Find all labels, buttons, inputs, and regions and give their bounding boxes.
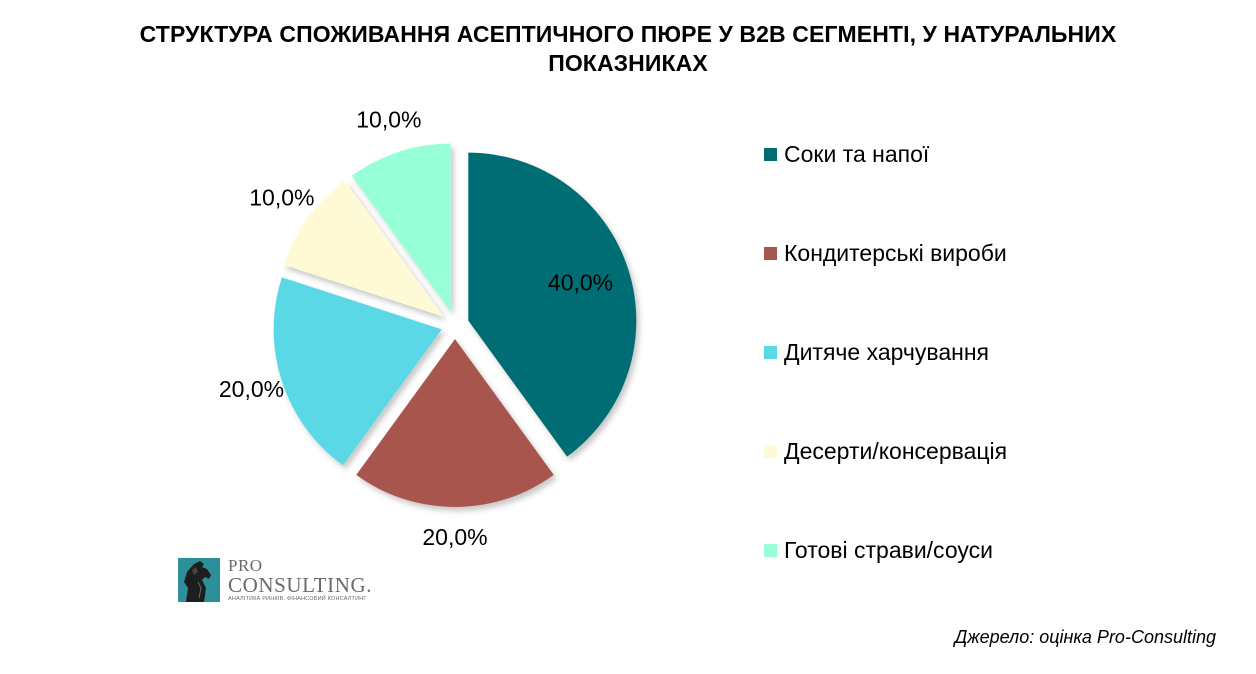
data-label-baby-food: 20,0% xyxy=(219,376,284,402)
pie-slices xyxy=(273,143,637,508)
pie-data-labels: 40,0% 20,0% 20,0% 10,0% 10,0% xyxy=(219,107,613,551)
legend-swatch xyxy=(764,544,777,557)
pro-consulting-logo: PRO CONSULTING. АНАЛІТИКА РИНКІВ. ФІНАНС… xyxy=(178,556,388,604)
pie-slice-desserts xyxy=(283,180,444,317)
pie-slice-baby-food xyxy=(273,277,442,466)
logo-tagline: АНАЛІТИКА РИНКІВ. ФІНАНСОВИЙ КОНСАЛТИНГ xyxy=(228,596,367,602)
source-note: Джерело: оцінка Pro-Consulting xyxy=(954,627,1216,647)
data-label-desserts: 10,0% xyxy=(249,184,314,210)
legend-label: Дитяче харчування xyxy=(784,339,989,365)
data-label-juices: 40,0% xyxy=(548,269,613,295)
legend-label: Десерти/консервація xyxy=(784,438,1008,464)
legend-item-desserts: Десерти/консервація xyxy=(764,434,1224,533)
logo-text-consulting: CONSULTING. xyxy=(228,573,373,597)
legend-swatch xyxy=(764,247,777,260)
chart-title: СТРУКТУРА СПОЖИВАННЯ АСЕПТИЧНОГО ПЮРЕ У … xyxy=(40,20,1216,78)
legend-label: Готові страви/соуси xyxy=(784,537,993,563)
legend-item-ready-meals: Готові страви/соуси xyxy=(764,533,1224,632)
legend-swatch xyxy=(764,148,777,161)
data-label-confectionery: 20,0% xyxy=(422,524,487,550)
pie-slice-confectionery xyxy=(356,339,554,508)
legend-swatch xyxy=(764,445,777,458)
pie-slice-ready-meals xyxy=(351,143,451,312)
legend-label: Соки та напої xyxy=(784,141,930,167)
legend-item-confectionery: Кондитерські вироби xyxy=(764,236,1224,335)
legend-swatch xyxy=(764,346,777,359)
legend-item-juices: Соки та напої xyxy=(764,137,1224,236)
horse-logo-icon xyxy=(178,558,220,602)
logo-text-pro: PRO xyxy=(228,556,263,575)
data-label-ready-meals: 10,0% xyxy=(356,107,421,133)
chart-title-line-1: СТРУКТУРА СПОЖИВАННЯ АСЕПТИЧНОГО ПЮРЕ У … xyxy=(139,21,1117,47)
legend-label: Кондитерські вироби xyxy=(784,240,1007,266)
chart-legend: Соки та напої Кондитерські вироби Дитяче… xyxy=(764,137,1224,632)
pie-slice-juices xyxy=(468,152,637,457)
chart-title-line-2: ПОКАЗНИКАХ xyxy=(548,50,708,76)
legend-item-baby-food: Дитяче харчування xyxy=(764,335,1224,434)
